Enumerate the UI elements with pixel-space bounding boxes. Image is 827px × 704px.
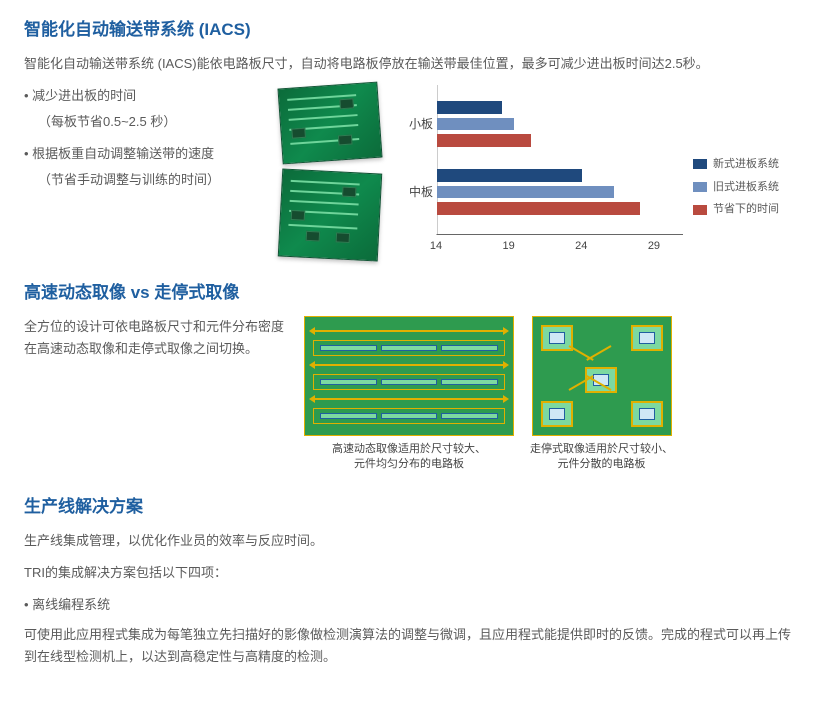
- line-title: 生产线解决方案: [24, 493, 803, 522]
- chart-bar-new: [437, 101, 502, 114]
- line-desc1: 生产线集成管理，以优化作业员的效率与反应时间。: [24, 530, 803, 552]
- legend-old: 旧式进板系统: [693, 178, 803, 197]
- chart-bar-group: 小板: [437, 101, 683, 147]
- pcb-images: [280, 85, 390, 259]
- line-bullets: 离线编程系统: [24, 594, 803, 616]
- scan-fig-stopgo: 走停式取像适用於尺寸较小、 元件分散的电路板: [530, 316, 673, 473]
- chart-bar-old: [437, 186, 614, 199]
- scan-figures: 高速动态取像适用於尺寸较大、 元件均匀分布的电路板 走停式取像: [304, 316, 803, 473]
- chart-region: 小板中板 14 19 24 29 新式进板系统 旧式进板系统 节省下的时间: [406, 85, 803, 255]
- scan-panel-continuous: [304, 316, 514, 436]
- scan-row: 全方位的设计可依电路板尺寸和元件分布密度在高速动态取像和走停式取像之间切换。 高…: [24, 316, 803, 473]
- scan-fig-continuous: 高速动态取像适用於尺寸较大、 元件均匀分布的电路板: [304, 316, 514, 473]
- iacs-title: 智能化自动输送带系统 (IACS): [24, 16, 803, 45]
- chart-xticks: 14192429: [436, 235, 683, 253]
- pcb-board-medium: [278, 168, 382, 261]
- chart-bar-new: [437, 169, 582, 182]
- line-section: 生产线解决方案 生产线集成管理，以优化作业员的效率与反应时间。 TRI的集成解决…: [24, 493, 803, 668]
- iacs-desc: 智能化自动输送带系统 (IACS)能依电路板尺寸，自动将电路板停放在输送带最佳位…: [24, 53, 803, 75]
- chart-bar-save: [437, 134, 531, 147]
- chart-bar-old: [437, 118, 514, 131]
- chart-xtick: 19: [503, 237, 515, 256]
- chart-ylabel: 小板: [409, 114, 433, 134]
- pcb-board-small: [277, 82, 382, 165]
- legend-old-swatch: [693, 182, 707, 192]
- chart-bar-group: 中板: [437, 169, 683, 215]
- chart-bar-save: [437, 202, 640, 215]
- chart-area: 小板中板: [436, 85, 683, 235]
- bullet-adjust-sub: （节省手动调整与训练的时间）: [24, 169, 264, 191]
- bullet-offline-programming: 离线编程系统: [24, 594, 803, 616]
- scan-fig2-caption: 走停式取像适用於尺寸较小、 元件分散的电路板: [530, 442, 673, 473]
- iacs-row: 减少进出板的时间 （每板节省0.5~2.5 秒） 根据板重自动调整输送带的速度 …: [24, 85, 803, 259]
- chart-xtick: 14: [430, 237, 442, 256]
- scan-desc: 全方位的设计可依电路板尺寸和元件分布密度在高速动态取像和走停式取像之间切换。: [24, 316, 284, 360]
- iacs-bullets: 减少进出板的时间 （每板节省0.5~2.5 秒） 根据板重自动调整输送带的速度 …: [24, 85, 264, 191]
- bullet-adjust-speed: 根据板重自动调整输送带的速度: [24, 143, 264, 165]
- scan-section: 高速动态取像 vs 走停式取像 全方位的设计可依电路板尺寸和元件分布密度在高速动…: [24, 279, 803, 473]
- legend-new-label: 新式进板系统: [713, 155, 779, 174]
- legend-save-label: 节省下的时间: [713, 200, 779, 219]
- iacs-section: 智能化自动输送带系统 (IACS) 智能化自动输送带系统 (IACS)能依电路板…: [24, 16, 803, 259]
- legend-save: 节省下的时间: [693, 200, 803, 219]
- line-para: 可使用此应用程式集成为每笔独立先扫描好的影像做检测演算法的调整与微调，且应用程式…: [24, 624, 803, 668]
- scan-title: 高速动态取像 vs 走停式取像: [24, 279, 803, 308]
- chart-xtick: 29: [648, 237, 660, 256]
- legend-new-swatch: [693, 159, 707, 169]
- scan-panel-stopgo: [532, 316, 672, 436]
- legend-old-label: 旧式进板系统: [713, 178, 779, 197]
- line-desc2: TRI的集成解决方案包括以下四项：: [24, 562, 803, 584]
- chart-ylabel: 中板: [409, 182, 433, 202]
- bullet-reduce-time: 减少进出板的时间: [24, 85, 264, 107]
- legend-save-swatch: [693, 205, 707, 215]
- bullet-reduce-sub: （每板节省0.5~2.5 秒）: [24, 111, 264, 133]
- legend-new: 新式进板系统: [693, 155, 803, 174]
- chart-xtick: 24: [575, 237, 587, 256]
- chart-body: 小板中板 14 19 24 29: [406, 85, 683, 255]
- scan-fig1-caption: 高速动态取像适用於尺寸较大、 元件均匀分布的电路板: [332, 442, 486, 473]
- chart-legend: 新式进板系统 旧式进板系统 节省下的时间: [693, 85, 803, 255]
